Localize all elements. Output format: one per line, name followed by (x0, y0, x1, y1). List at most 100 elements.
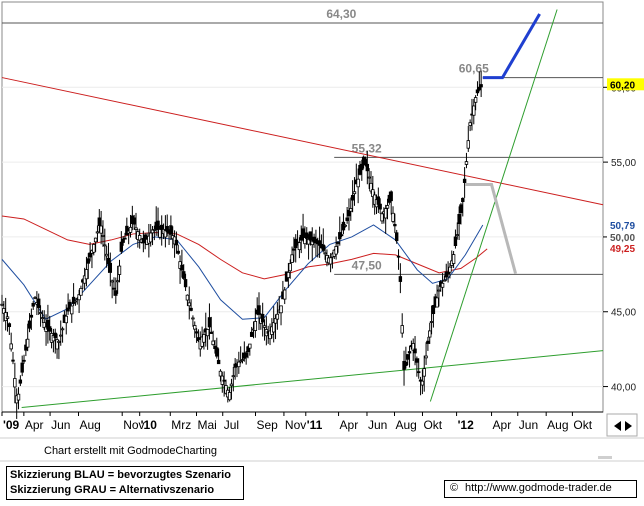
candle-body (446, 272, 450, 275)
candle (176, 244, 180, 255)
candle (106, 242, 111, 273)
candle-body (7, 323, 12, 328)
candle (182, 264, 186, 280)
candle (240, 352, 245, 364)
candle-body (475, 89, 480, 94)
candle (114, 277, 118, 304)
candle-body (380, 213, 384, 222)
candle (2, 301, 6, 322)
candle-body (103, 244, 107, 247)
candle (422, 355, 426, 392)
candle (196, 329, 201, 343)
candle (29, 308, 34, 330)
candle-body (112, 287, 116, 290)
candle (288, 259, 292, 279)
y-tick-label: 55,00 (611, 158, 636, 169)
candle (233, 358, 237, 380)
candle-body (334, 246, 338, 255)
candle-body (176, 250, 180, 254)
candle-body (211, 340, 215, 346)
x-tick-label: Nov (123, 418, 144, 432)
candle-body (42, 322, 46, 329)
candle-body (328, 257, 333, 265)
candle (185, 294, 190, 306)
candle (400, 313, 404, 338)
candle (211, 330, 215, 346)
candle-body (104, 253, 109, 257)
candle-body (273, 318, 278, 324)
candle (303, 226, 307, 249)
candle-body (152, 229, 157, 231)
candle (229, 378, 234, 400)
candle (231, 367, 236, 392)
candle (371, 175, 375, 208)
candle-body (218, 370, 223, 377)
candle-body (209, 331, 213, 334)
candle-body (477, 86, 482, 91)
candle (380, 211, 384, 224)
candle-body (191, 317, 195, 320)
candle-body (132, 217, 136, 225)
candle-body (57, 340, 61, 343)
candle-body (422, 368, 426, 377)
candle (152, 225, 157, 241)
candle (385, 198, 390, 220)
candle-body (429, 321, 434, 323)
candle-body (101, 235, 105, 237)
candle (110, 279, 114, 299)
candle (115, 265, 120, 294)
candle-body (53, 332, 57, 338)
candle (51, 328, 56, 353)
candle-body (437, 289, 441, 292)
candle-body (55, 339, 59, 350)
candle-body (393, 223, 397, 227)
x-tick-label: '09 (3, 418, 20, 432)
candle-body (345, 217, 349, 221)
candle (273, 314, 278, 340)
candle-body (33, 297, 37, 299)
candle (464, 152, 469, 169)
candle (40, 310, 45, 323)
candle-body (336, 242, 340, 244)
candle-body (119, 241, 124, 252)
candle-body (22, 359, 26, 362)
candle-body (48, 326, 52, 332)
candle-body (27, 320, 32, 329)
source-url[interactable]: http://www.godmode-trader.de (465, 482, 612, 494)
candle (317, 226, 322, 258)
x-tick-label: Mrz (171, 418, 191, 432)
level-label: 64,30 (326, 7, 356, 21)
candle-body (207, 317, 212, 328)
candle (33, 295, 37, 300)
candle (260, 302, 265, 337)
candle-body (169, 225, 173, 235)
candle (453, 229, 458, 249)
candle-body (158, 229, 162, 238)
candle (308, 231, 313, 246)
candle (473, 95, 478, 111)
candle-body (339, 234, 344, 237)
candle (215, 337, 219, 359)
candle-body (383, 208, 388, 219)
candle-body (5, 316, 10, 319)
candle (415, 356, 419, 377)
candle (209, 316, 213, 334)
candle (413, 336, 417, 366)
candle-body (125, 225, 129, 236)
candle (347, 198, 351, 231)
candle (328, 253, 333, 273)
candle-body (110, 280, 114, 283)
candle (79, 285, 83, 296)
candle (11, 351, 15, 365)
trend-line-3 (429, 9, 558, 402)
candle (158, 225, 162, 240)
candle-body (461, 197, 465, 203)
candle (128, 214, 133, 238)
candle (420, 369, 425, 395)
candle-body (215, 347, 219, 357)
candle-body (378, 203, 382, 210)
price-marker: 60,20 (607, 78, 644, 91)
candle-body (306, 238, 311, 245)
candle-body (292, 248, 296, 251)
candle-body (411, 343, 415, 351)
